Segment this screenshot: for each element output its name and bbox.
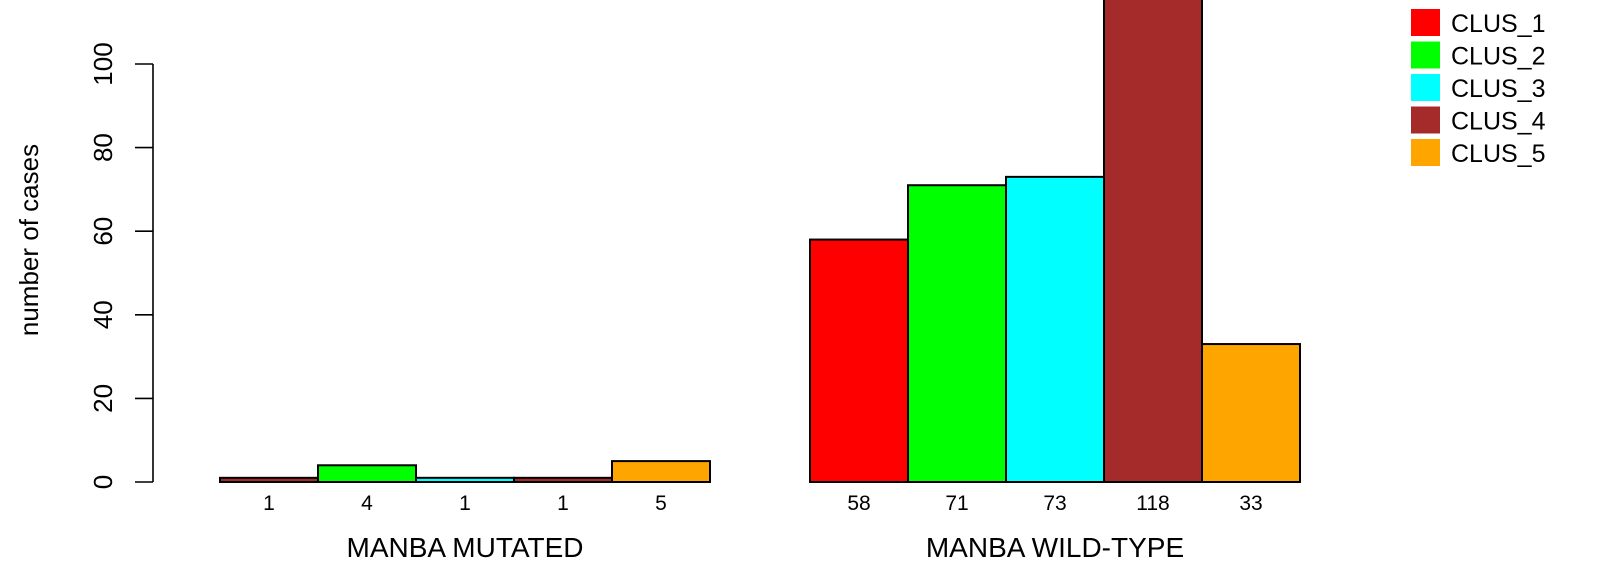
group-labels: MANBA MUTATED MANBA WILD-TYPE xyxy=(347,532,1185,563)
bar-count-label: 58 xyxy=(847,492,870,515)
bar xyxy=(415,476,515,484)
bar xyxy=(611,460,711,484)
group-label: MANBA WILD-TYPE xyxy=(926,532,1184,563)
legend-label: CLUS_4 xyxy=(1451,108,1546,136)
bar xyxy=(809,238,909,483)
bar-count-label: 5 xyxy=(655,492,667,515)
y-tick-label: 0 xyxy=(88,475,118,489)
bar-count-label: 33 xyxy=(1239,492,1262,515)
bar xyxy=(907,184,1007,483)
bars-layer xyxy=(219,0,1301,484)
bar-count-label: 4 xyxy=(361,492,373,515)
bar-count-label: 1 xyxy=(263,492,275,515)
y-axis: 0 20 40 60 80 100 xyxy=(88,42,154,489)
bar-count-label: 71 xyxy=(945,492,968,515)
legend-label: CLUS_5 xyxy=(1451,140,1546,168)
y-tick-label: 20 xyxy=(88,384,118,413)
bar xyxy=(513,476,613,484)
legend-swatch xyxy=(1411,41,1440,69)
y-tick-label: 80 xyxy=(88,133,118,162)
bar-count-labels: 1 4 1 1 5 58 71 73 118 33 xyxy=(263,492,1263,515)
group-label: MANBA MUTATED xyxy=(347,532,584,563)
bar-count-label: 73 xyxy=(1043,492,1066,515)
legend-label: CLUS_3 xyxy=(1451,75,1546,103)
legend-swatch xyxy=(1411,74,1440,101)
bar xyxy=(1201,343,1301,483)
y-tick-label: 100 xyxy=(88,42,118,85)
y-axis-title: number of cases xyxy=(14,144,44,336)
y-tick-label: 40 xyxy=(88,300,118,329)
bar xyxy=(219,476,319,484)
bar xyxy=(1005,175,1105,484)
bar-count-label: 1 xyxy=(557,492,569,515)
legend-swatch xyxy=(1411,106,1440,134)
bar-count-label: 1 xyxy=(459,492,471,515)
legend-label: CLUS_1 xyxy=(1451,10,1546,38)
y-tick-label: 60 xyxy=(88,217,118,246)
legend-swatch xyxy=(1411,139,1440,166)
legend-label: CLUS_2 xyxy=(1451,43,1546,71)
bar xyxy=(317,464,417,483)
legend-swatch xyxy=(1411,9,1440,36)
legend: CLUS_1 CLUS_2 CLUS_3 CLUS_4 CLUS_5 xyxy=(1411,9,1546,168)
bar-count-label: 118 xyxy=(1136,492,1169,515)
bar xyxy=(1103,0,1203,483)
